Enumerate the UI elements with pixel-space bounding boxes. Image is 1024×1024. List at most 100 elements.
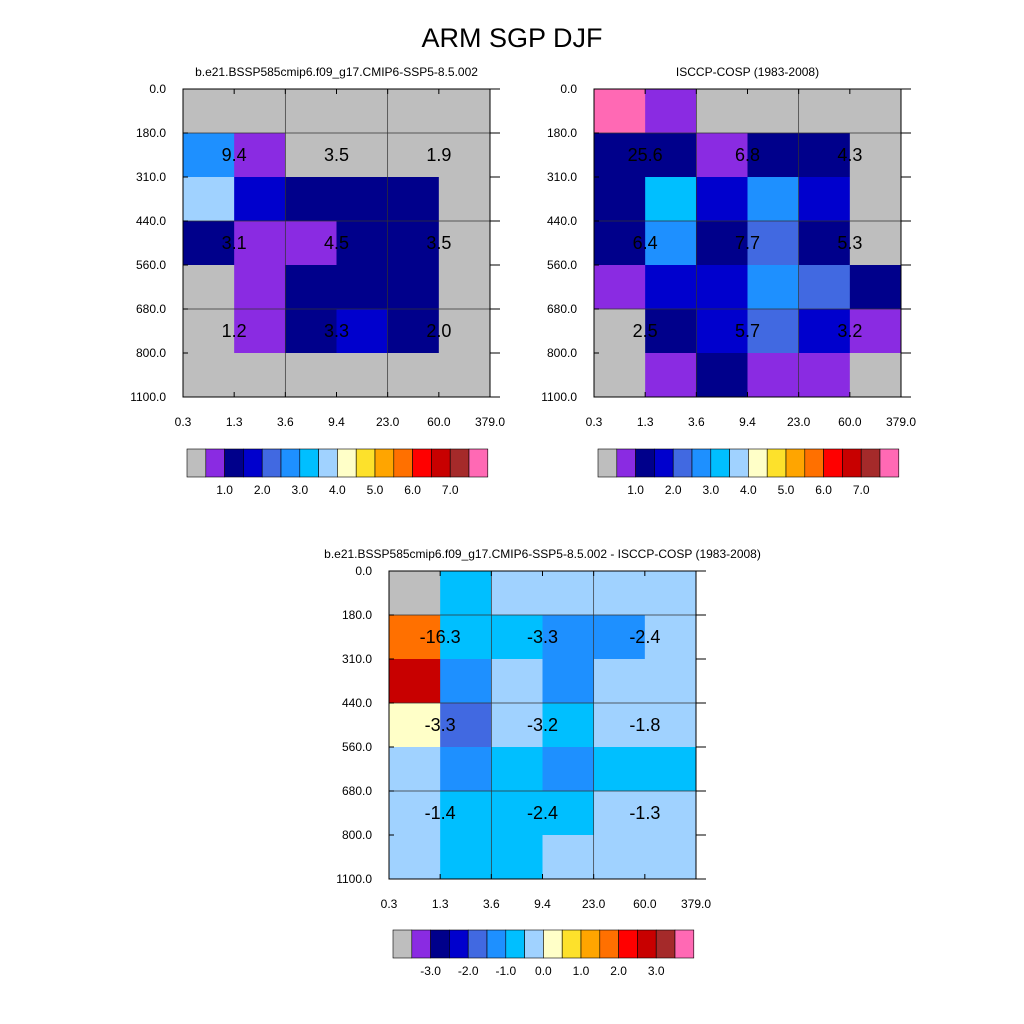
heatmap-cell bbox=[389, 659, 441, 704]
heatmap-cell bbox=[438, 221, 491, 266]
colorbar-swatch bbox=[449, 448, 470, 478]
x-tick-label: 9.4 bbox=[534, 897, 551, 911]
heatmap-cell bbox=[849, 177, 902, 222]
heatmap-cell bbox=[696, 133, 748, 178]
heatmap-cell bbox=[747, 133, 800, 178]
x-tick-label: 1.3 bbox=[637, 415, 654, 429]
colorbar-label: 0.0 bbox=[535, 964, 552, 978]
heatmap-cell bbox=[491, 703, 543, 748]
heatmap-cell bbox=[440, 615, 492, 660]
heatmap-cell bbox=[491, 835, 543, 880]
colorbar-swatch bbox=[879, 448, 900, 478]
heatmap-cell bbox=[440, 703, 492, 748]
heatmap-cell bbox=[593, 791, 646, 836]
box-average-label: -3.3 bbox=[425, 715, 456, 735]
colorbar-label: 3.0 bbox=[291, 483, 308, 497]
box-average-label: 4.3 bbox=[837, 145, 862, 165]
heatmap-cell bbox=[336, 89, 389, 134]
heatmap-cell bbox=[644, 703, 697, 748]
heatmap-cell bbox=[644, 659, 697, 704]
x-tick-label: 0.3 bbox=[175, 415, 192, 429]
colorbar-swatch bbox=[205, 448, 225, 478]
heatmap-cell bbox=[542, 571, 595, 616]
colorbar-swatch bbox=[186, 448, 207, 478]
colorbar-swatch bbox=[766, 448, 787, 478]
heatmap-cell bbox=[491, 747, 543, 792]
box-average-label: 6.8 bbox=[735, 145, 760, 165]
colorbar-swatch bbox=[393, 448, 413, 478]
box-average-label: 6.4 bbox=[633, 233, 658, 253]
heatmap-cell bbox=[594, 89, 646, 134]
y-tick-label: 1100.0 bbox=[130, 390, 166, 404]
colorbar-swatch bbox=[392, 929, 413, 959]
y-tick-label: 440.0 bbox=[547, 214, 577, 228]
colorbar-label: 4.0 bbox=[329, 483, 346, 497]
heatmap-cell bbox=[491, 659, 543, 704]
heatmap-cell bbox=[389, 615, 441, 660]
panel-2: ISCCP-COSP (1983-2008) 0.3 1.3 3.6 9.4 23.0 60… bbox=[541, 65, 916, 497]
y-tick-label: 680.0 bbox=[342, 784, 372, 798]
heatmap-cell bbox=[594, 353, 646, 398]
heatmap-cell bbox=[387, 133, 440, 178]
heatmap-cell bbox=[849, 133, 902, 178]
y-tick-label: 440.0 bbox=[136, 214, 166, 228]
y-tick-label: 560.0 bbox=[547, 258, 577, 272]
colorbar-swatch bbox=[543, 929, 563, 959]
x-tick-label: 1.3 bbox=[432, 897, 449, 911]
heatmap-cell bbox=[747, 89, 800, 134]
colorbar-swatch bbox=[337, 448, 357, 478]
colorbar-swatch bbox=[449, 929, 469, 959]
heatmap-cell bbox=[285, 89, 337, 134]
y-tick-label: 800.0 bbox=[136, 346, 166, 360]
heatmap-cell bbox=[387, 353, 440, 398]
colorbar-label: 5.0 bbox=[778, 483, 795, 497]
heatmap-cell bbox=[336, 133, 389, 178]
heatmap-cell bbox=[849, 309, 902, 354]
heatmap-cell bbox=[645, 177, 697, 222]
heatmap-cell bbox=[696, 177, 748, 222]
colorbar-label: 2.0 bbox=[610, 964, 627, 978]
colorbar-swatch bbox=[729, 448, 749, 478]
colorbar-swatch bbox=[430, 929, 450, 959]
colorbar: 1.0 2.0 3.0 4.0 5.0 6.0 7.0 bbox=[597, 448, 900, 497]
x-tick-label: 60.0 bbox=[633, 897, 657, 911]
colorbar-swatch bbox=[637, 929, 657, 959]
heatmap-cell bbox=[440, 571, 492, 616]
heatmap-cell bbox=[440, 835, 492, 880]
y-tick-label: 440.0 bbox=[342, 696, 372, 710]
heatmap-cell bbox=[645, 309, 697, 354]
heatmap-cell bbox=[747, 221, 800, 266]
heatmap-cell bbox=[747, 309, 800, 354]
y-tick-label: 0.0 bbox=[355, 564, 372, 578]
heatmap-cell bbox=[644, 791, 697, 836]
y-tick-label: 560.0 bbox=[136, 258, 166, 272]
colorbar-swatch bbox=[580, 929, 601, 959]
colorbar-label: -2.0 bbox=[458, 964, 479, 978]
colorbar-swatch bbox=[860, 448, 881, 478]
colorbar-label: 2.0 bbox=[665, 483, 682, 497]
heatmap-cell bbox=[440, 659, 492, 704]
box-average-label: 2.5 bbox=[633, 321, 658, 341]
colorbar-swatch bbox=[299, 448, 319, 478]
heatmap-cell bbox=[593, 747, 646, 792]
colorbar-label: 7.0 bbox=[853, 483, 870, 497]
heatmap-cell bbox=[696, 265, 748, 310]
box-average-label: -2.4 bbox=[629, 627, 660, 647]
heatmap-cell bbox=[234, 353, 286, 398]
y-tick-label: 310.0 bbox=[342, 652, 372, 666]
colorbar-label: 6.0 bbox=[815, 483, 832, 497]
heatmap-cell bbox=[389, 747, 441, 792]
heatmap-cell bbox=[747, 265, 800, 310]
y-tick-label: 0.0 bbox=[560, 82, 577, 96]
colorbar-swatch bbox=[467, 929, 488, 959]
colorbar-label: 7.0 bbox=[442, 483, 459, 497]
heatmap-cell bbox=[798, 353, 851, 398]
heatmap-cell bbox=[183, 309, 235, 354]
box-average-label: 5.7 bbox=[735, 321, 760, 341]
colorbar-swatch bbox=[635, 448, 655, 478]
heatmap-cell bbox=[594, 265, 646, 310]
colorbar-label: 1.0 bbox=[216, 483, 233, 497]
heatmap-cell bbox=[234, 265, 286, 310]
colorbar-label: 4.0 bbox=[740, 483, 757, 497]
box-average-label: 5.3 bbox=[837, 233, 862, 253]
